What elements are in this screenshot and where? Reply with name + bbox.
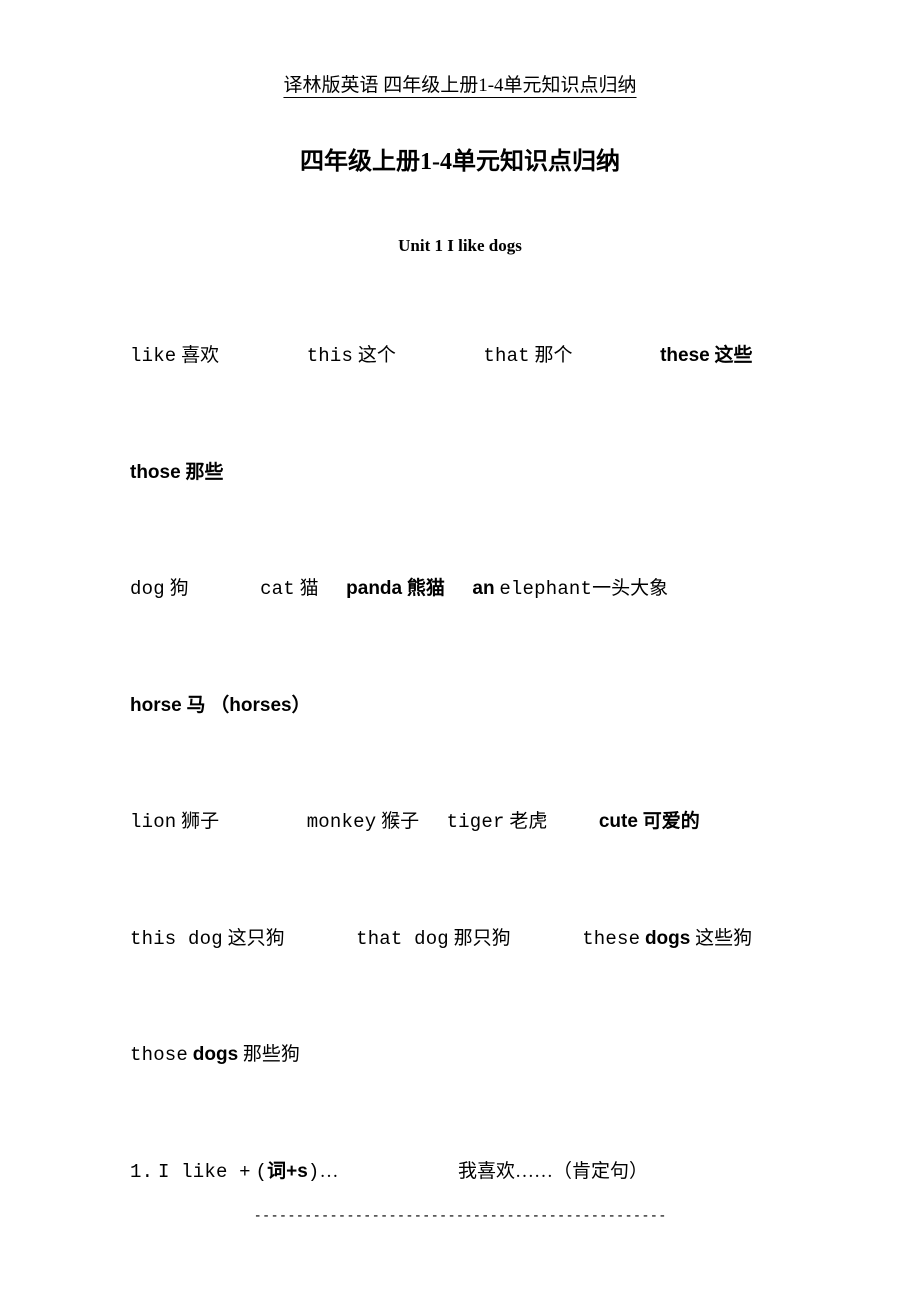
item-number: 1.	[130, 1161, 153, 1183]
word-cn: 那些狗	[243, 1044, 300, 1065]
word-en-bold: those	[130, 462, 181, 483]
word-en: dog	[130, 578, 165, 600]
word-en: elephant	[499, 578, 592, 600]
vocab-line-4: horse 马 （horses）	[130, 692, 790, 721]
word-en: that	[483, 345, 529, 367]
word-en: like	[130, 345, 176, 367]
word-en: lion	[130, 811, 176, 833]
word-note: （horses）	[210, 695, 310, 716]
ellipsis: …	[319, 1161, 338, 1182]
word-cn: 猴子	[381, 811, 419, 832]
page-header: 译林版英语 四年级上册1-4单元知识点归纳	[130, 70, 790, 97]
word-en: this dog	[130, 928, 223, 950]
word-en: monkey	[307, 811, 377, 833]
word-cn: 那只狗	[454, 928, 511, 949]
word-en: this	[307, 345, 353, 367]
vocab-line-6: this dog 这只狗 that dog 那只狗 these dogs 这些狗	[130, 925, 790, 954]
word-en: those	[130, 1044, 188, 1066]
vocab-line-7: those dogs 那些狗	[130, 1041, 790, 1070]
word-cn: 老虎	[509, 811, 547, 832]
paren-close: )	[308, 1161, 320, 1183]
word-en-bold: dogs	[645, 928, 690, 949]
word-en-bold: cute	[599, 811, 638, 832]
word-cn: 狮子	[181, 811, 219, 832]
word-cn: 猫	[300, 578, 319, 599]
word-en: tiger	[447, 811, 505, 833]
word-cn: 狗	[170, 578, 189, 599]
paren-open: (	[256, 1161, 268, 1183]
page: 译林版英语 四年级上册1-4单元知识点归纳 四年级上册1-4单元知识点归纳 Un…	[0, 0, 920, 1302]
grammar-line-1: 1. I like + (词+s)… 我喜欢……（肯定句）	[130, 1158, 790, 1187]
footer-separator: ----------------------------------------…	[0, 1208, 920, 1224]
pattern-en: I like +	[158, 1161, 251, 1183]
word-en-bold: dogs	[193, 1044, 238, 1065]
word-en-bold: an	[472, 578, 494, 599]
word-cn: 喜欢	[181, 345, 219, 366]
pattern-cn: 我喜欢……（肯定句）	[458, 1161, 648, 1182]
word-en-bold: horse	[130, 695, 182, 716]
word-cn-bold: 可爱的	[643, 811, 700, 832]
word-cn: 一头大象	[592, 578, 668, 599]
pattern-bold: 词+s	[267, 1161, 308, 1182]
word-en: these	[582, 928, 640, 950]
unit-subtitle: Unit 1 I like dogs	[130, 236, 790, 256]
vocab-line-1: like 喜欢 this 这个 that 那个 these 这些	[130, 342, 790, 371]
word-en: that dog	[356, 928, 449, 950]
vocab-line-2: those 那些	[130, 459, 790, 488]
word-en-bold: panda	[346, 578, 402, 599]
word-cn: 那个	[535, 345, 573, 366]
word-cn-bold: 这些	[714, 345, 752, 366]
page-title: 四年级上册1-4单元知识点归纳	[130, 141, 790, 176]
word-cn-bold: 熊猫	[407, 578, 445, 599]
word-cn: 这只狗	[228, 928, 285, 949]
word-en: cat	[260, 578, 295, 600]
word-cn: 这些狗	[695, 928, 752, 949]
word-en-bold: these	[660, 345, 710, 366]
word-cn-bold: 那些	[185, 462, 223, 483]
word-cn: 这个	[358, 345, 396, 366]
vocab-line-3: dog 狗 cat 猫 panda 熊猫 an elephant一头大象	[130, 575, 790, 604]
word-cn-bold: 马	[187, 695, 206, 716]
vocab-line-5: lion 狮子 monkey 猴子 tiger 老虎 cute 可爱的	[130, 808, 790, 837]
